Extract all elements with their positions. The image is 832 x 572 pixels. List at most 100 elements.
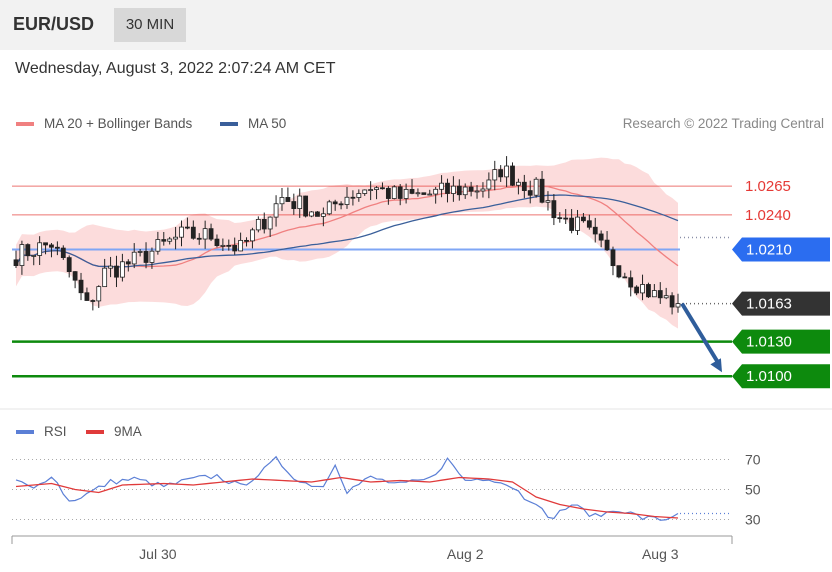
candle-body xyxy=(78,279,84,294)
legend-rsi-swatch xyxy=(16,429,34,434)
x-tick-label: Jul 30 xyxy=(139,546,177,562)
candle-body xyxy=(445,182,450,194)
candle-body xyxy=(220,244,226,247)
ma50-line xyxy=(15,194,679,268)
candle-body xyxy=(374,187,379,190)
rsi-9ma-line xyxy=(15,476,679,519)
candle-body xyxy=(185,226,190,229)
candle-body xyxy=(255,218,261,231)
legend-9ma-swatch xyxy=(86,429,104,434)
candle-body xyxy=(675,303,681,308)
legend-rsi-label: RSI xyxy=(44,424,67,439)
candle-body xyxy=(628,277,634,288)
bollinger-band-area xyxy=(16,157,678,329)
candle-body xyxy=(616,265,622,278)
forecast-arrow-shaft xyxy=(680,302,721,366)
candle-body xyxy=(54,246,60,249)
support-badge xyxy=(732,364,830,389)
bollinger-band xyxy=(16,157,678,329)
candle-body xyxy=(391,186,397,199)
candle-body xyxy=(403,188,409,199)
symbol-title: EUR/USD xyxy=(13,14,95,34)
legend-9ma-label: 9MA xyxy=(114,424,142,439)
candle-body xyxy=(456,185,462,196)
candle-body xyxy=(480,188,486,192)
interval-button[interactable]: 30 MIN xyxy=(114,8,186,42)
candle-body xyxy=(533,178,539,196)
current-badge xyxy=(732,291,830,316)
candle-body xyxy=(90,300,96,302)
candles xyxy=(13,156,681,315)
candle-body xyxy=(545,200,551,203)
candle-body xyxy=(598,233,604,241)
price-levels xyxy=(12,185,732,378)
candle-body xyxy=(60,247,66,259)
candle-body xyxy=(657,290,663,299)
candle-body xyxy=(102,267,108,288)
candle-body xyxy=(244,239,249,242)
candle-body xyxy=(273,203,279,218)
candle-body xyxy=(320,213,326,217)
candle-body xyxy=(427,193,433,196)
candle-body xyxy=(669,295,675,308)
resistance-label: 1.0265 xyxy=(745,178,791,195)
candle-body xyxy=(155,239,161,252)
candle-body xyxy=(581,216,586,222)
candle-body xyxy=(516,181,521,186)
candle-body xyxy=(66,257,72,273)
candle-body xyxy=(13,259,19,266)
candle-body xyxy=(173,236,178,240)
pivot-badge xyxy=(732,237,830,262)
candle-body xyxy=(49,244,54,248)
candle-body xyxy=(551,200,557,219)
candle-body xyxy=(84,292,90,301)
candle-body xyxy=(119,261,125,278)
candle-body xyxy=(634,286,640,294)
support-badge-label: 1.0100 xyxy=(746,368,792,385)
candle-body xyxy=(569,217,575,231)
forecast xyxy=(680,302,722,373)
candle-body xyxy=(143,251,149,263)
candle-body xyxy=(25,244,31,257)
candle-body xyxy=(539,178,545,203)
candle-body xyxy=(409,188,415,194)
candle-body xyxy=(610,249,616,267)
rsi-line xyxy=(15,455,679,521)
legend-ma20-swatch xyxy=(16,121,34,126)
candle-body xyxy=(238,239,244,252)
candle-body xyxy=(433,188,439,195)
candle-body xyxy=(450,185,456,194)
candle-body xyxy=(468,186,474,192)
candle-body xyxy=(332,201,338,205)
candle-body xyxy=(385,187,391,199)
candle-body xyxy=(380,187,385,190)
candle-body xyxy=(640,284,645,294)
candle-body xyxy=(137,251,143,253)
rsi-tick-label: 50 xyxy=(745,482,761,498)
candle-body xyxy=(415,192,421,195)
candle-body xyxy=(492,169,498,181)
rsi-panel: 70 50 30 xyxy=(12,452,761,528)
candle-body xyxy=(149,250,155,263)
research-credit: Research © 2022 Trading Central xyxy=(622,116,824,131)
candle-body xyxy=(297,195,303,209)
candle-body xyxy=(214,238,220,247)
candle-body xyxy=(261,218,267,230)
candle-body xyxy=(575,216,580,231)
candle-body xyxy=(344,196,350,205)
support-badge-label: 1.0130 xyxy=(746,334,792,351)
legend-9ma: 9MA xyxy=(86,424,142,439)
candle-body xyxy=(397,186,403,199)
candle-body xyxy=(421,192,427,195)
candle-body xyxy=(486,179,492,190)
candle-body xyxy=(592,226,598,235)
candle-body xyxy=(72,271,78,281)
current-badge-label: 1.0163 xyxy=(746,296,792,313)
candle-body xyxy=(622,276,628,279)
candle-body xyxy=(190,226,196,239)
candle-body xyxy=(651,290,657,298)
candle-body xyxy=(663,295,669,299)
candle-body xyxy=(462,186,468,196)
level-badges: 1.0265 1.0240 1.0210 1.0163 1.0130 1.0100 xyxy=(732,178,830,389)
